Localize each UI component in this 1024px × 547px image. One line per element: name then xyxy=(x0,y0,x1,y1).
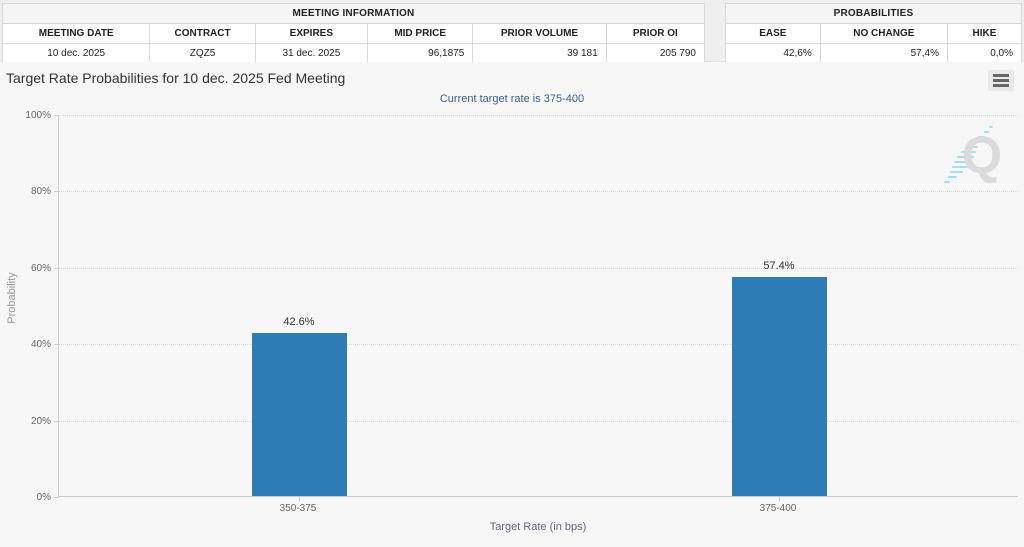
col-mid-price: MID PRICE xyxy=(367,23,474,44)
y-axis-tick xyxy=(54,191,59,193)
col-meeting-date: MEETING DATE xyxy=(1,23,151,44)
q-logo-watermark: Q xyxy=(944,126,1002,185)
plot-area: Q 0% 20% 40% 60% 80% 100% 42.6% 57.4% xyxy=(25,110,1018,503)
x-axis-title: Target Rate (in bps) xyxy=(489,521,587,533)
meeting-information-title: MEETING INFORMATION xyxy=(2,3,705,24)
y-gridline xyxy=(59,344,1018,346)
x-category-label: 350-375 xyxy=(279,503,317,514)
probabilities-title: PROBABILITIES xyxy=(725,3,1022,24)
y-axis-tick xyxy=(54,115,59,116)
y-tick-label: 60% xyxy=(30,262,51,274)
meeting-information-table: MEETING INFORMATION MEETING DATE CONTRAC… xyxy=(1,3,706,64)
col-no-change: NO CHANGE xyxy=(819,23,948,44)
probabilities-table: PROBABILITIES EASE NO CHANGE HIKE 42,6% … xyxy=(725,3,1023,64)
y-axis-tick xyxy=(54,420,59,422)
col-prior-volume: PRIOR VOLUME xyxy=(472,23,607,44)
bar-375-400[interactable] xyxy=(731,276,827,496)
col-hike: HIKE xyxy=(946,23,1023,44)
y-gridline xyxy=(59,267,1018,269)
y-tick-label: 80% xyxy=(30,186,51,198)
col-prior-oi: PRIOR OI xyxy=(605,23,706,44)
y-tick-label: 20% xyxy=(30,415,51,427)
expires-value: 31 dec. 2025 xyxy=(254,43,369,64)
y-axis-tick xyxy=(54,497,59,498)
y-tick-label: 0% xyxy=(36,492,51,503)
col-expires: EXPIRES xyxy=(254,23,369,44)
y-gridline xyxy=(59,115,1018,116)
col-ease: EASE xyxy=(725,23,821,44)
contract-value: ZQZ5 xyxy=(149,43,256,64)
bar-value-label: 42.6% xyxy=(283,316,315,329)
chart-title: Target Rate Probabilities for 10 dec. 20… xyxy=(6,70,346,86)
y-gridline xyxy=(59,191,1018,193)
meeting-information-row: 10 dec. 2025 ZQZ5 31 dec. 2025 96,1875 3… xyxy=(1,43,706,64)
x-axis-tick xyxy=(779,497,780,501)
chart-subtitle: Current target rate is 375-400 xyxy=(439,93,585,105)
svg-text:Q: Q xyxy=(962,127,1002,185)
col-contract: CONTRACT xyxy=(149,23,256,44)
y-axis-tick xyxy=(54,267,59,269)
x-axis-tick xyxy=(299,497,300,501)
bar-value-label: 57.4% xyxy=(763,259,795,272)
ease-value: 42,6% xyxy=(725,43,821,64)
y-gridline xyxy=(59,420,1018,422)
y-axis-tick xyxy=(54,344,59,346)
prior-oi-value: 205 790 xyxy=(605,43,706,64)
x-category-label: 375-400 xyxy=(759,503,797,514)
hike-value: 0,0% xyxy=(946,43,1023,64)
mid-price-value: 96,1875 xyxy=(367,43,474,64)
meeting-date-value: 10 dec. 2025 xyxy=(1,43,151,64)
probabilities-row: 42,6% 57,4% 0,0% xyxy=(725,43,1023,64)
no-change-value: 57,4% xyxy=(819,43,948,64)
summary-tables-strip: MEETING INFORMATION MEETING DATE CONTRAC… xyxy=(0,0,1024,64)
y-tick-label: 100% xyxy=(25,110,51,121)
bar-350-375[interactable] xyxy=(251,333,347,496)
y-tick-label: 40% xyxy=(30,339,51,351)
target-rate-probabilities-chart: Target Rate Probabilities for 10 dec. 20… xyxy=(0,62,1024,547)
hamburger-menu-icon xyxy=(993,74,1009,77)
prior-volume-value: 39 181 xyxy=(472,43,607,64)
chart-context-menu-button[interactable] xyxy=(988,70,1014,91)
